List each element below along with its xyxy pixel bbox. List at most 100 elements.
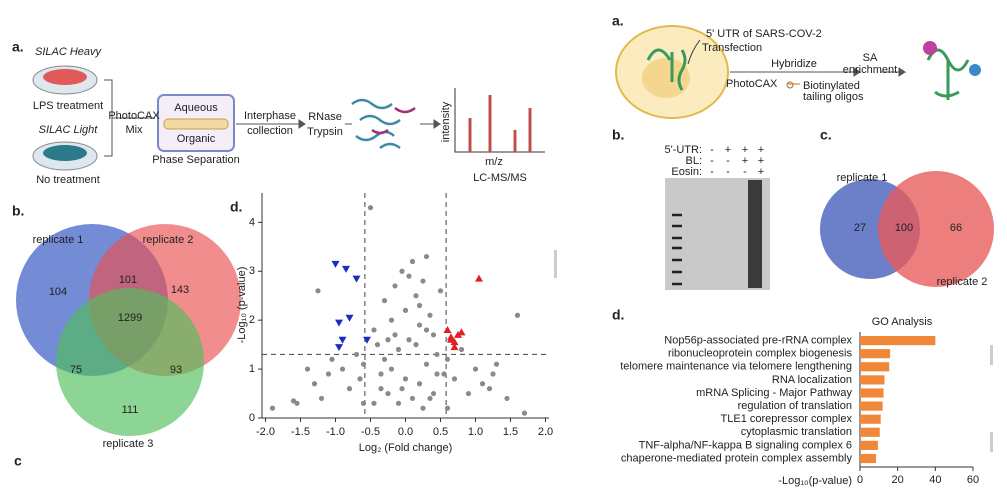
lane-sign: + xyxy=(758,166,764,178)
data-point xyxy=(447,335,455,343)
bar xyxy=(860,375,885,385)
label: No treatment xyxy=(36,174,100,186)
x-tick-label: -1.5 xyxy=(291,426,310,438)
x-tick-label: 1.0 xyxy=(468,426,483,438)
data-point xyxy=(371,327,377,333)
venn-count: 27 xyxy=(854,222,866,234)
label: Mix xyxy=(125,124,143,136)
data-point xyxy=(363,336,371,344)
lane-sign: + xyxy=(725,144,731,156)
venn-count: 100 xyxy=(895,222,913,234)
x-tick-label: 0.5 xyxy=(433,426,448,438)
label: replicate 2 xyxy=(937,276,988,288)
category-label: TLE1 corepressor complex xyxy=(721,413,853,425)
label: replicate 1 xyxy=(837,172,888,184)
x-tick-label: 40 xyxy=(929,474,941,486)
venn-set xyxy=(878,171,994,287)
label: m/z xyxy=(485,156,503,168)
y-tick-label: 2 xyxy=(249,314,255,326)
scroll-mark xyxy=(990,432,993,452)
lane-sign: - xyxy=(726,155,730,167)
category-label: chaperone-mediated protein complex assem… xyxy=(621,452,853,464)
label: replicate 2 xyxy=(143,234,194,246)
data-point xyxy=(430,390,437,397)
panel-label: a. xyxy=(612,13,624,29)
data-point xyxy=(378,386,384,392)
bar xyxy=(860,349,891,359)
x-tick-label: 60 xyxy=(967,474,979,486)
label: PhotoCAX xyxy=(108,110,160,122)
bar xyxy=(860,336,936,346)
x-tick-label: 0.0 xyxy=(398,426,413,438)
label: Transfection xyxy=(702,42,762,54)
data-point xyxy=(475,274,483,282)
data-point xyxy=(360,400,367,406)
data-point xyxy=(437,288,444,294)
x-tick-label: -1.0 xyxy=(326,426,345,438)
data-point xyxy=(486,386,493,392)
x-tick-label: 2.0 xyxy=(538,426,553,438)
data-point xyxy=(413,293,419,299)
arrow xyxy=(730,67,907,77)
category-label: RNA localization xyxy=(772,374,852,386)
oligo xyxy=(786,81,800,89)
arrow xyxy=(236,119,352,129)
data-point xyxy=(504,395,510,402)
data-point xyxy=(381,356,388,362)
data-point xyxy=(371,400,377,406)
lane-sign: - xyxy=(710,144,714,156)
bracket xyxy=(104,79,155,157)
bar xyxy=(860,453,877,464)
x-tick-label: -2.0 xyxy=(256,426,275,438)
lane-sign: + xyxy=(758,155,764,167)
data-point xyxy=(311,381,318,387)
x-axis-label: Log₂ (Fold change) xyxy=(359,442,453,454)
label: Eosin: xyxy=(671,166,702,178)
data-point xyxy=(409,395,416,402)
data-point xyxy=(367,205,374,211)
data-point xyxy=(395,400,402,406)
data-point xyxy=(472,366,479,372)
data-point xyxy=(378,371,384,377)
panel-label: c xyxy=(14,453,22,469)
data-point xyxy=(413,342,419,348)
data-point xyxy=(444,356,451,362)
data-point xyxy=(353,351,360,358)
data-point xyxy=(423,327,430,333)
data-point xyxy=(388,366,395,372)
lane-sign: + xyxy=(742,144,748,156)
rna xyxy=(646,48,687,91)
data-point xyxy=(304,366,311,372)
label: Organic xyxy=(177,133,216,145)
spectrum-peaks xyxy=(468,95,532,152)
data-point xyxy=(409,258,416,265)
data-point xyxy=(345,314,354,322)
data-point xyxy=(402,376,409,382)
data-point xyxy=(493,361,500,367)
x-tick-label: 20 xyxy=(892,474,904,486)
data-point xyxy=(385,390,391,397)
peptides xyxy=(371,106,416,135)
data-point xyxy=(521,410,528,416)
data-point xyxy=(465,390,472,397)
label: RNase xyxy=(308,111,342,123)
label: Trypsin xyxy=(307,126,343,138)
nucleus xyxy=(642,58,690,98)
data-point xyxy=(338,336,347,344)
scroll-mark xyxy=(554,250,557,278)
label: SILAC Light xyxy=(39,124,99,136)
x-tick-label: -0.5 xyxy=(361,426,380,438)
lane-sign: + xyxy=(742,155,748,167)
category-label: ribonucleoprotein complex biogenesis xyxy=(668,348,853,360)
data-point xyxy=(427,395,433,402)
data-point xyxy=(399,268,405,274)
panel-label: a. xyxy=(12,39,24,55)
data-point xyxy=(402,307,409,313)
label: intensity xyxy=(440,101,452,142)
data-point xyxy=(490,371,496,377)
data-point xyxy=(444,405,451,411)
data-point xyxy=(329,356,335,362)
panel-label: b. xyxy=(12,203,24,219)
y-axis-label: -Log₁₀ (p-value) xyxy=(236,267,248,344)
